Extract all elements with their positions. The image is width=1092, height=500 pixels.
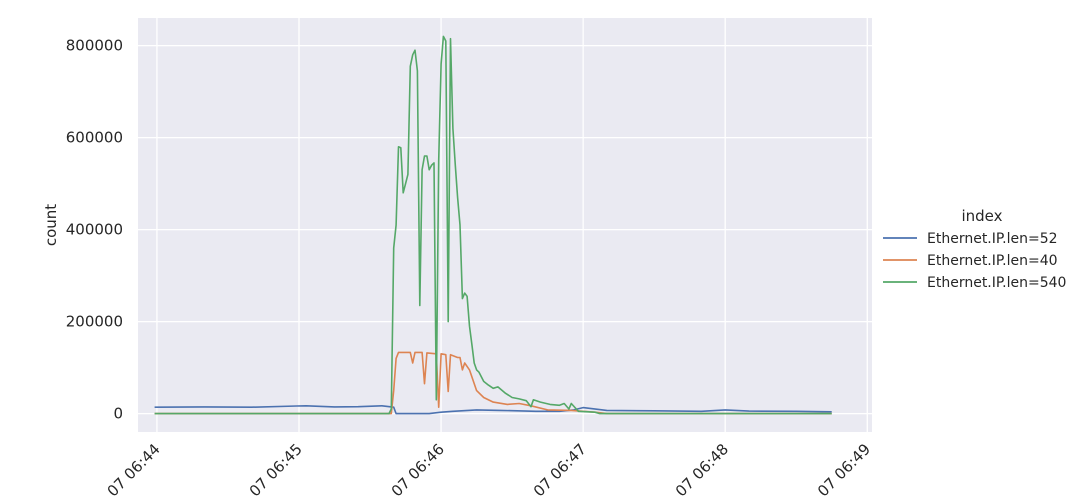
y-tick-label: 0 bbox=[113, 405, 123, 423]
y-axis-label: count bbox=[42, 204, 60, 246]
y-tick-label: 400000 bbox=[66, 221, 123, 239]
y-tick-label: 800000 bbox=[66, 37, 123, 55]
x-tick-label: 07 06:46 bbox=[388, 440, 448, 500]
y-tick-label: 200000 bbox=[66, 313, 123, 331]
legend: index Ethernet.IP.len=52 Ethernet.IP.len=… bbox=[883, 207, 1066, 291]
plot-background bbox=[138, 18, 872, 432]
series-line-3 bbox=[154, 35, 832, 415]
legend-title: index bbox=[961, 207, 1002, 225]
y-tick-labels: 0 200000 400000 600000 800000 bbox=[66, 37, 123, 423]
x-tick-label: 07 06:47 bbox=[530, 440, 590, 500]
series-line-1 bbox=[154, 405, 832, 415]
y-tick-label: 600000 bbox=[66, 129, 123, 147]
legend-label: Ethernet.IP.len=40 bbox=[927, 253, 1058, 269]
legend-label: Ethernet.IP.len=52 bbox=[927, 231, 1058, 247]
series-lines bbox=[154, 35, 832, 415]
series-line-2 bbox=[154, 351, 832, 415]
x-tick-label: 07 06:49 bbox=[814, 440, 874, 500]
x-tick-labels: 07 06:44 07 06:45 07 06:46 07 06:47 07 06:48… bbox=[104, 440, 874, 500]
legend-label: Ethernet.IP.len=540 bbox=[927, 275, 1066, 291]
x-tick-label: 07 06:48 bbox=[672, 440, 732, 500]
x-tick-label: 07 06:44 bbox=[104, 440, 164, 500]
x-tick-label: 07 06:45 bbox=[246, 440, 306, 500]
